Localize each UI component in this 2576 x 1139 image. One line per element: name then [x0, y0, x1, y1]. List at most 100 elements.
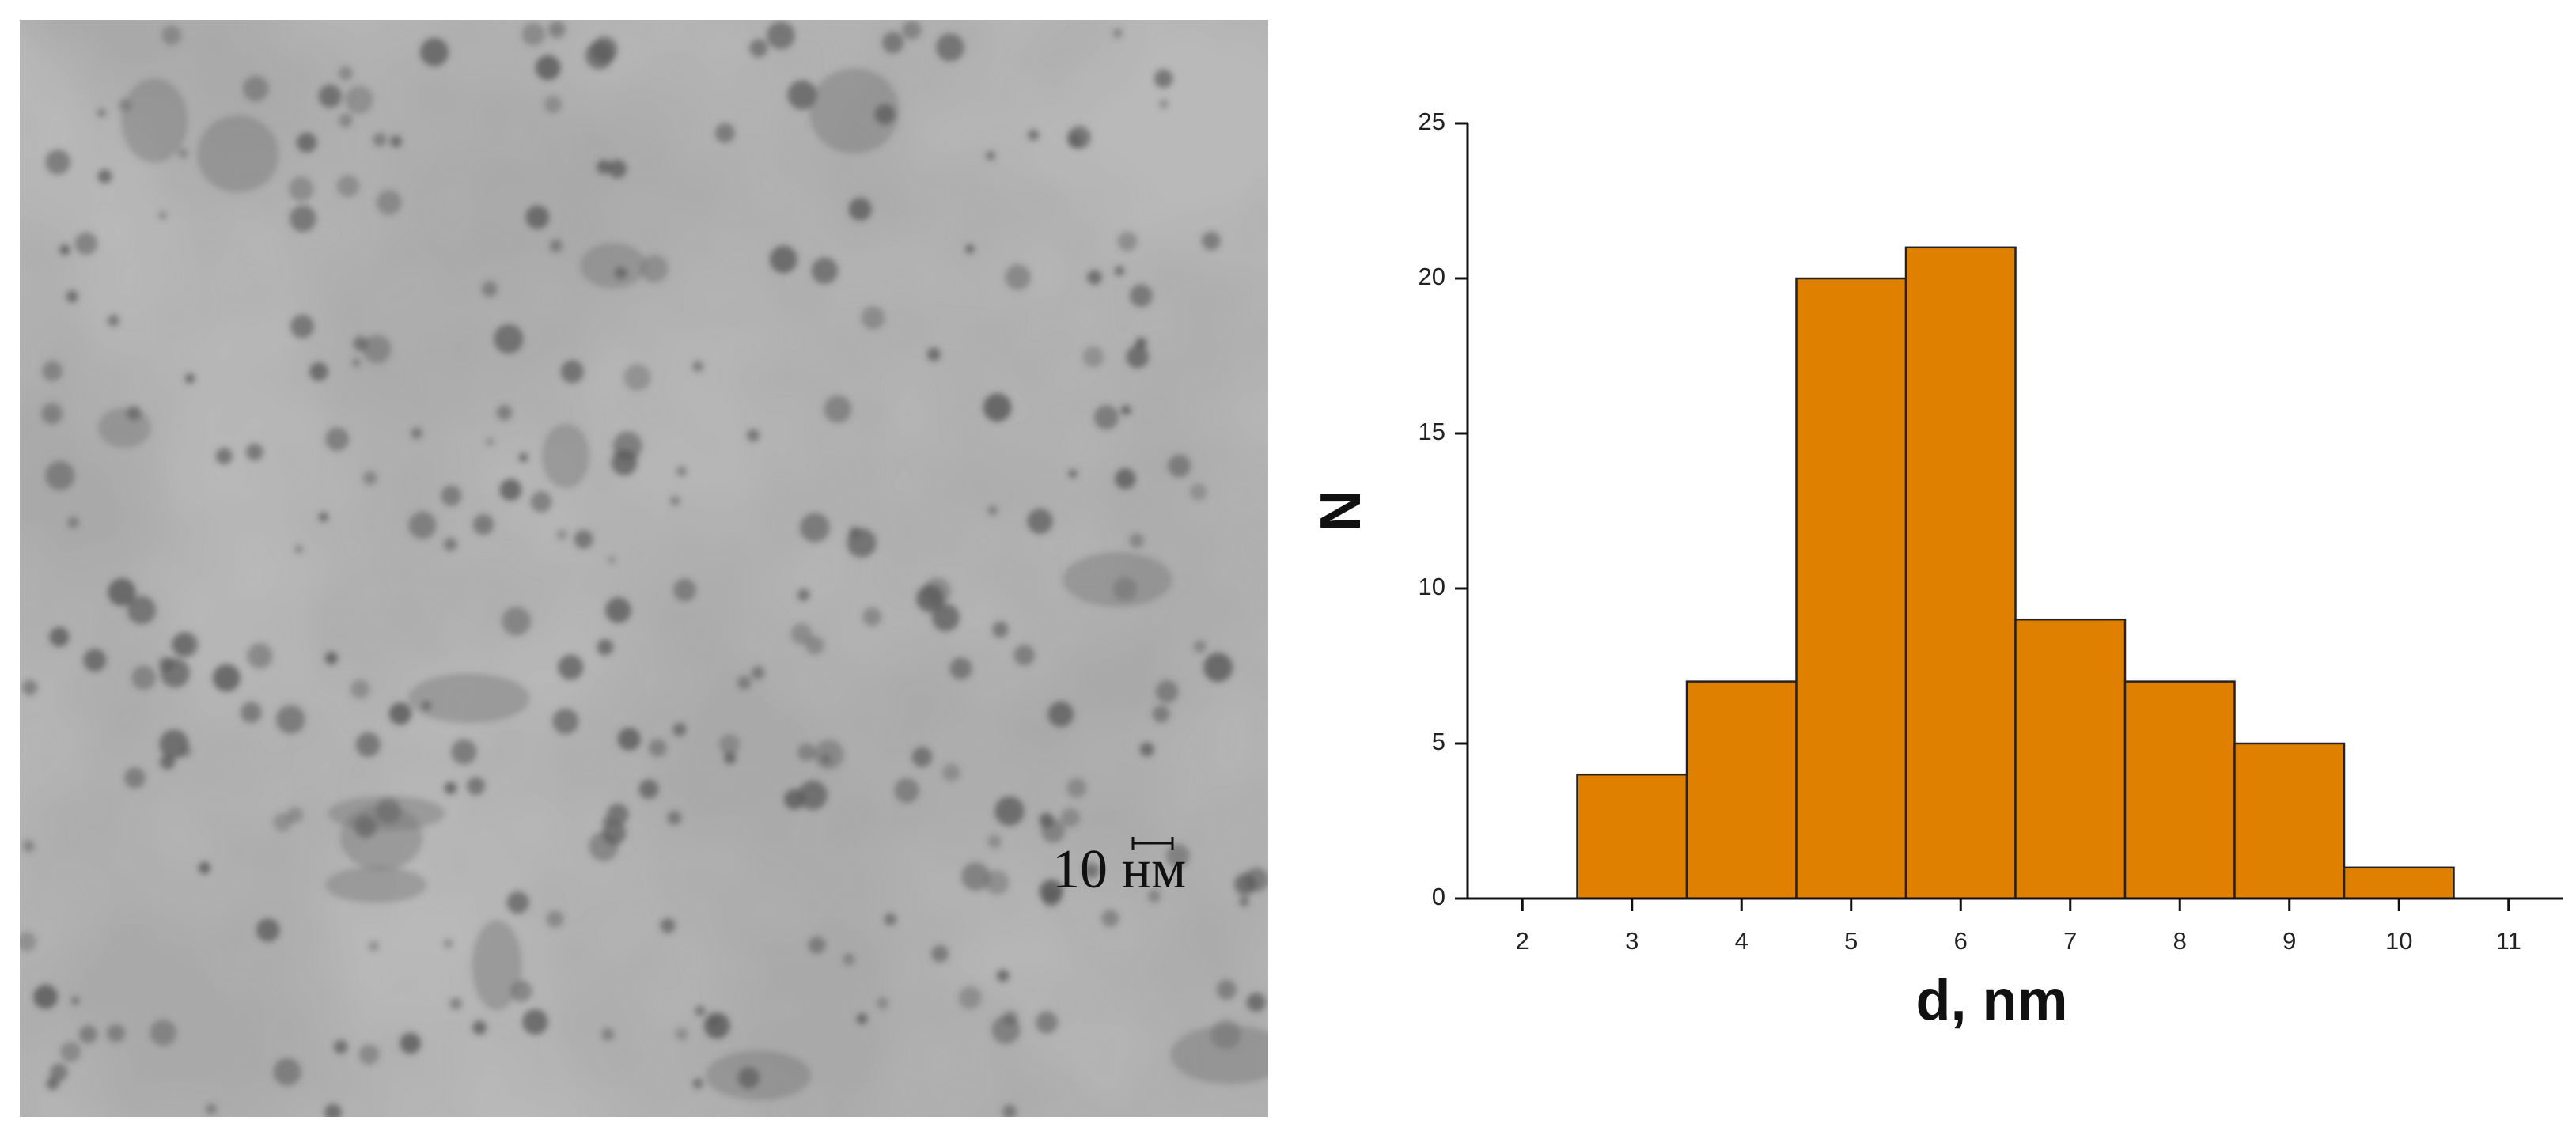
particle [1120, 405, 1131, 415]
particle [660, 918, 676, 933]
particle [297, 132, 317, 153]
particle [605, 597, 631, 623]
particle [377, 190, 402, 215]
particle [1002, 1104, 1017, 1117]
particle [961, 862, 991, 891]
particle [185, 373, 195, 384]
x-tick-label: 11 [2496, 927, 2521, 955]
y-axis-label: N [1309, 490, 1373, 532]
particle [612, 431, 642, 461]
particle [986, 151, 995, 161]
particle [805, 635, 824, 655]
particle [74, 232, 98, 255]
particle [1168, 454, 1191, 478]
particle [1036, 1011, 1059, 1034]
particle [737, 675, 752, 690]
particle [1193, 640, 1207, 653]
particle [290, 314, 314, 339]
particles [20, 21, 1268, 1117]
particle [1126, 345, 1150, 369]
particle [1139, 742, 1154, 757]
particle [692, 1078, 703, 1089]
particle [46, 1077, 59, 1091]
particle [1039, 812, 1054, 827]
particle [994, 796, 1025, 827]
particle [1203, 653, 1233, 683]
particle [324, 1103, 342, 1117]
particle [318, 512, 329, 522]
particle [1115, 266, 1125, 276]
particle [813, 740, 844, 770]
chart: 2 3 4 5 6 7 8 9 10 11 0 5 10 15 20 25 d, nm N [1309, 108, 2563, 1032]
particle [667, 810, 682, 826]
particle [212, 664, 241, 692]
particle [856, 1013, 868, 1025]
particle [309, 361, 328, 381]
particle [926, 347, 941, 361]
particle [574, 529, 593, 549]
particle [83, 649, 107, 672]
particle [124, 767, 146, 789]
particle [607, 803, 629, 826]
particle [942, 763, 960, 782]
particle [71, 996, 80, 1005]
particle [522, 1008, 548, 1035]
particle [894, 778, 919, 804]
scale-label: 10 нм [1052, 839, 1186, 900]
y-tick-label: 15 [1419, 418, 1445, 445]
y-tick-label: 10 [1419, 573, 1445, 600]
particle [608, 555, 616, 564]
particle [848, 526, 861, 539]
particle [246, 443, 263, 461]
particle [368, 940, 379, 952]
particle [358, 1044, 380, 1065]
particle [767, 21, 795, 50]
particle [672, 722, 687, 736]
particle [1129, 284, 1153, 308]
particle-cluster [1170, 1025, 1268, 1084]
particle [824, 395, 852, 423]
particle [848, 198, 872, 221]
particle [916, 585, 944, 613]
x-tick-label: 7 [2063, 927, 2077, 955]
particle [390, 135, 402, 148]
bar [1904, 246, 2017, 900]
particle [596, 159, 612, 175]
particle [467, 777, 486, 796]
particle [623, 364, 651, 392]
particle [931, 604, 960, 632]
particle [521, 22, 545, 46]
particle [79, 1025, 97, 1043]
particle [597, 639, 614, 656]
particle [42, 361, 63, 381]
particle [373, 133, 387, 147]
particle [67, 517, 80, 528]
particle [161, 25, 182, 46]
particle [1068, 469, 1078, 479]
particle [444, 781, 457, 795]
particle [45, 149, 70, 175]
particle [695, 1005, 706, 1016]
particle [877, 997, 888, 1009]
particle [324, 651, 338, 665]
particle [273, 812, 292, 832]
particle [127, 596, 157, 625]
particle [506, 891, 529, 914]
particle [97, 169, 112, 184]
particle [601, 1027, 615, 1041]
particle [1066, 778, 1087, 798]
particle [958, 986, 982, 1010]
particle [518, 452, 528, 463]
particle [1101, 909, 1119, 927]
particle [882, 32, 904, 54]
particle-cluster [1063, 552, 1172, 607]
particle [215, 448, 233, 465]
particle [1027, 508, 1053, 535]
particle [965, 244, 975, 254]
bar [2014, 618, 2127, 900]
particle [60, 1041, 81, 1062]
particle [472, 1020, 487, 1035]
particle [494, 324, 524, 354]
particle [987, 834, 1002, 849]
particle [800, 513, 830, 543]
